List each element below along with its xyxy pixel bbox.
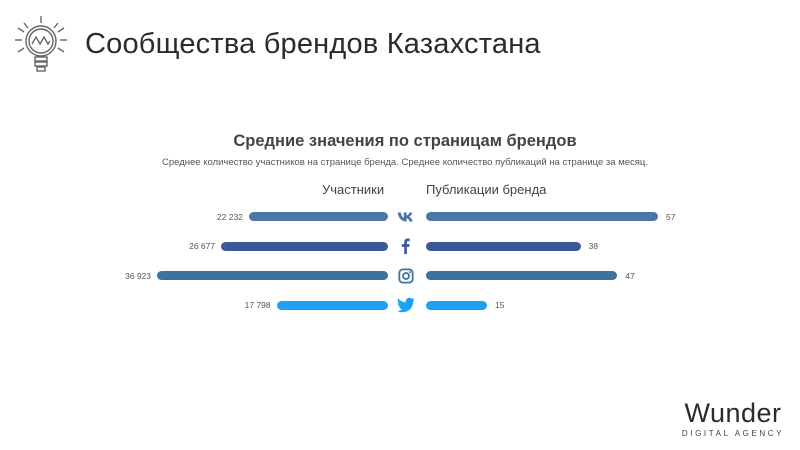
series-header-posts: Публикации бренда [426, 182, 547, 197]
bar-members-vk [248, 212, 388, 221]
series-header-members: Участники [322, 182, 385, 197]
facebook-icon [401, 238, 410, 254]
bar-posts-instagram [426, 271, 618, 280]
label-members-twitter: 17 798 [244, 300, 271, 310]
lightbulb-icon [15, 16, 67, 72]
bar-posts-twitter [426, 300, 488, 310]
brand-name: Wunder [684, 398, 782, 428]
bar-posts-vk [426, 212, 658, 221]
bar-posts-facebook [426, 241, 581, 251]
instagram-icon [398, 267, 414, 284]
label-posts-instagram: 47 [625, 270, 635, 281]
vk-icon [397, 212, 413, 221]
twitter-icon [397, 297, 415, 313]
slide-title: Сообщества брендов Казахстана [85, 28, 541, 60]
label-members-facebook: 26 677 [189, 241, 216, 251]
label-posts-facebook: 38 [588, 241, 599, 251]
chart-subtitle: Среднее количество участников на страниц… [162, 157, 648, 168]
bar-members-facebook [221, 241, 388, 251]
label-posts-vk: 57 [666, 211, 676, 222]
wunder-logo: Wunder DIGITAL AGENCY [678, 398, 788, 439]
label-posts-twitter: 15 [495, 300, 505, 310]
brand-tagline: DIGITAL AGENCY [681, 429, 785, 438]
label-members-vk: 22 232 [216, 211, 243, 222]
bar-members-instagram [157, 271, 388, 280]
bar-members-twitter [276, 300, 388, 310]
label-members-instagram: 36 923 [125, 270, 151, 281]
chart-title: Средние значения по страницам брендов [233, 132, 577, 150]
